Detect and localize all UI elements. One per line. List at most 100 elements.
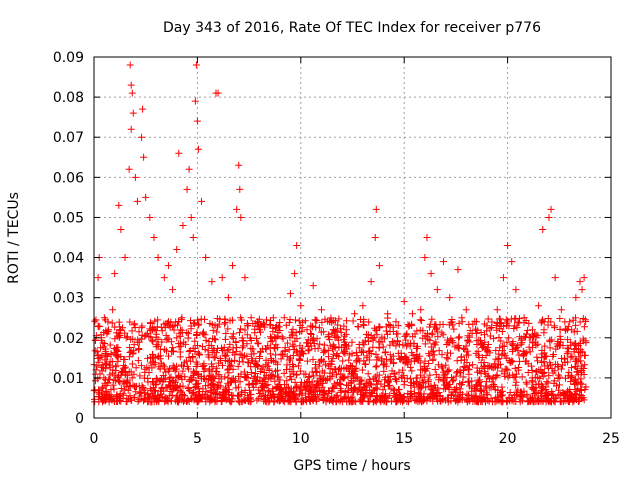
data-point [408, 349, 416, 357]
data-point [475, 354, 483, 362]
data-point [401, 353, 409, 361]
data-point [518, 339, 526, 347]
data-point [373, 385, 381, 393]
data-point [126, 348, 134, 356]
data-point [349, 317, 357, 325]
data-point [117, 385, 125, 393]
data-point [416, 352, 424, 360]
data-point [580, 274, 588, 282]
data-point [185, 397, 193, 405]
data-point [249, 345, 257, 353]
y-tick-label: 0.03 [53, 291, 84, 307]
data-point [283, 352, 291, 360]
data-point [102, 382, 110, 389]
data-point [565, 345, 573, 353]
data-point [169, 344, 177, 352]
data-point [528, 377, 536, 385]
data-point [229, 344, 237, 352]
data-point [94, 392, 102, 400]
data-point [147, 320, 155, 328]
data-point [228, 333, 236, 341]
data-point [294, 362, 302, 370]
data-point [394, 386, 402, 394]
data-point [576, 318, 584, 326]
data-point [337, 328, 345, 336]
data-point [218, 274, 226, 282]
data-point [490, 364, 498, 372]
data-point [126, 61, 134, 69]
data-point [154, 254, 162, 262]
data-point [484, 340, 492, 348]
data-point [221, 351, 229, 359]
data-point [369, 375, 377, 383]
data-point [312, 367, 320, 375]
data-point [175, 318, 183, 326]
data-point [302, 396, 310, 404]
data-point [336, 385, 344, 393]
data-point [193, 341, 201, 349]
data-point [293, 383, 301, 391]
data-point [235, 358, 243, 366]
x-axis-label: GPS time / hours [293, 458, 410, 474]
data-point [457, 353, 465, 361]
data-point [477, 359, 485, 367]
data-point [146, 353, 154, 361]
data-point [313, 391, 321, 399]
data-point [287, 398, 295, 406]
data-point [462, 342, 470, 350]
data-point [222, 387, 230, 395]
data-point [167, 338, 175, 346]
data-point [484, 396, 492, 404]
data-point [254, 386, 262, 394]
data-point [133, 382, 141, 390]
data-point [167, 381, 175, 389]
data-point [435, 347, 443, 355]
data-point [179, 367, 187, 375]
data-point [360, 318, 368, 326]
data-point [165, 352, 173, 360]
data-point [158, 327, 166, 335]
data-point [462, 306, 470, 314]
data-point [519, 393, 527, 401]
data-point [245, 381, 253, 389]
data-point [286, 334, 294, 342]
data-point [167, 397, 175, 405]
data-point [493, 326, 501, 334]
data-point [381, 382, 389, 390]
data-point [430, 340, 438, 348]
data-point [206, 320, 214, 328]
data-point [495, 354, 503, 362]
data-point [564, 372, 572, 380]
data-point [162, 336, 170, 344]
data-point [134, 357, 142, 365]
data-point [386, 392, 394, 400]
data-point [482, 351, 490, 359]
data-point [433, 286, 441, 294]
data-point [425, 359, 433, 367]
data-point [398, 373, 406, 381]
data-point [489, 382, 497, 390]
data-point [327, 395, 335, 403]
data-point [276, 376, 284, 384]
data-point [509, 340, 517, 348]
data-point [205, 353, 213, 361]
data-point [365, 348, 373, 356]
data-point [93, 348, 101, 356]
data-point [516, 398, 524, 406]
data-point [247, 368, 255, 376]
data-point [543, 392, 551, 400]
data-point [221, 393, 229, 401]
data-point [539, 396, 547, 404]
data-point [500, 350, 508, 358]
data-point [406, 375, 414, 383]
data-point [399, 366, 407, 374]
data-point [368, 390, 376, 398]
data-point [289, 361, 297, 369]
data-point [211, 321, 219, 329]
data-point [534, 357, 542, 365]
data-point [279, 351, 287, 359]
data-point [395, 368, 403, 376]
data-point [277, 350, 285, 358]
data-point [210, 354, 218, 362]
data-point [413, 327, 421, 335]
